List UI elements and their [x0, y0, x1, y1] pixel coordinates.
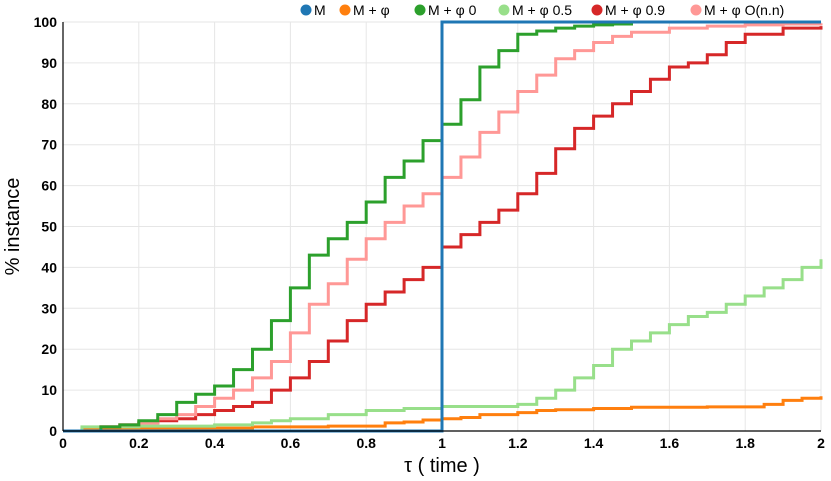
y-tick-label: 20: [41, 341, 57, 357]
legend-marker: [300, 4, 312, 16]
y-axis-title: % instance: [2, 178, 24, 276]
x-tick-label: 1: [438, 435, 446, 451]
x-tick-label: 1.4: [584, 435, 604, 451]
legend-marker: [591, 4, 603, 16]
y-tick-label: 60: [41, 178, 57, 194]
legend-label: M + φ O(n.n): [704, 2, 784, 18]
legend-label: M + φ 0: [428, 2, 477, 18]
legend-item[interactable]: M: [300, 2, 326, 18]
y-tick-label: 10: [41, 382, 57, 398]
legend-marker: [339, 4, 351, 16]
x-axis-title: τ ( time ): [404, 455, 480, 477]
tick-labels: 0 0.2 0.4 0.6 0.8 1 1.2 1.4 1.6 1.8 20102030405060…: [34, 14, 825, 451]
y-tick-label: 50: [41, 219, 57, 235]
x-tick-label: 0.6: [281, 435, 301, 451]
legend-item[interactable]: M + φ 0.5: [498, 2, 573, 18]
y-tick-label: 0: [49, 423, 57, 439]
y-tick-label: 100: [34, 14, 58, 30]
legend-item[interactable]: M + φ 0: [414, 2, 477, 18]
legend-item[interactable]: M + φ: [339, 2, 390, 18]
legend-label: M + φ 0.9: [605, 2, 665, 18]
x-tick-label: 0.8: [356, 435, 376, 451]
series-line-1: [63, 396, 823, 433]
series-line-5: [63, 22, 823, 433]
legend-label: M + φ: [353, 2, 390, 18]
legend-label: M: [314, 2, 326, 18]
y-tick-label: 30: [41, 300, 57, 316]
x-tick-label: 1.6: [660, 435, 680, 451]
legend-marker: [498, 4, 510, 16]
axes: [62, 22, 821, 432]
x-tick-label: 1.8: [735, 435, 755, 451]
legend-label: M + φ 0.5: [512, 2, 572, 18]
legend-marker: [414, 4, 426, 16]
legend-item[interactable]: M + φ O(n.n): [690, 2, 785, 18]
x-tick-label: 0.4: [205, 435, 225, 451]
y-tick-label: 80: [41, 96, 57, 112]
legend: M M + φ M + φ 0 M + φ 0.5 M + φ 0.9 M + φ O(n…: [300, 2, 785, 18]
legend-item[interactable]: M + φ 0.9: [591, 2, 666, 18]
x-tick-label: 2: [817, 435, 825, 451]
y-tick-label: 40: [41, 259, 57, 275]
x-tick-label: 0: [59, 435, 67, 451]
legend-marker: [690, 4, 702, 16]
y-tick-label: 70: [41, 137, 57, 153]
y-tick-label: 90: [41, 55, 57, 71]
x-tick-label: 0.2: [129, 435, 149, 451]
series-line-3: [63, 259, 823, 433]
series-line-2: [63, 20, 821, 433]
x-tick-label: 1.2: [508, 435, 528, 451]
